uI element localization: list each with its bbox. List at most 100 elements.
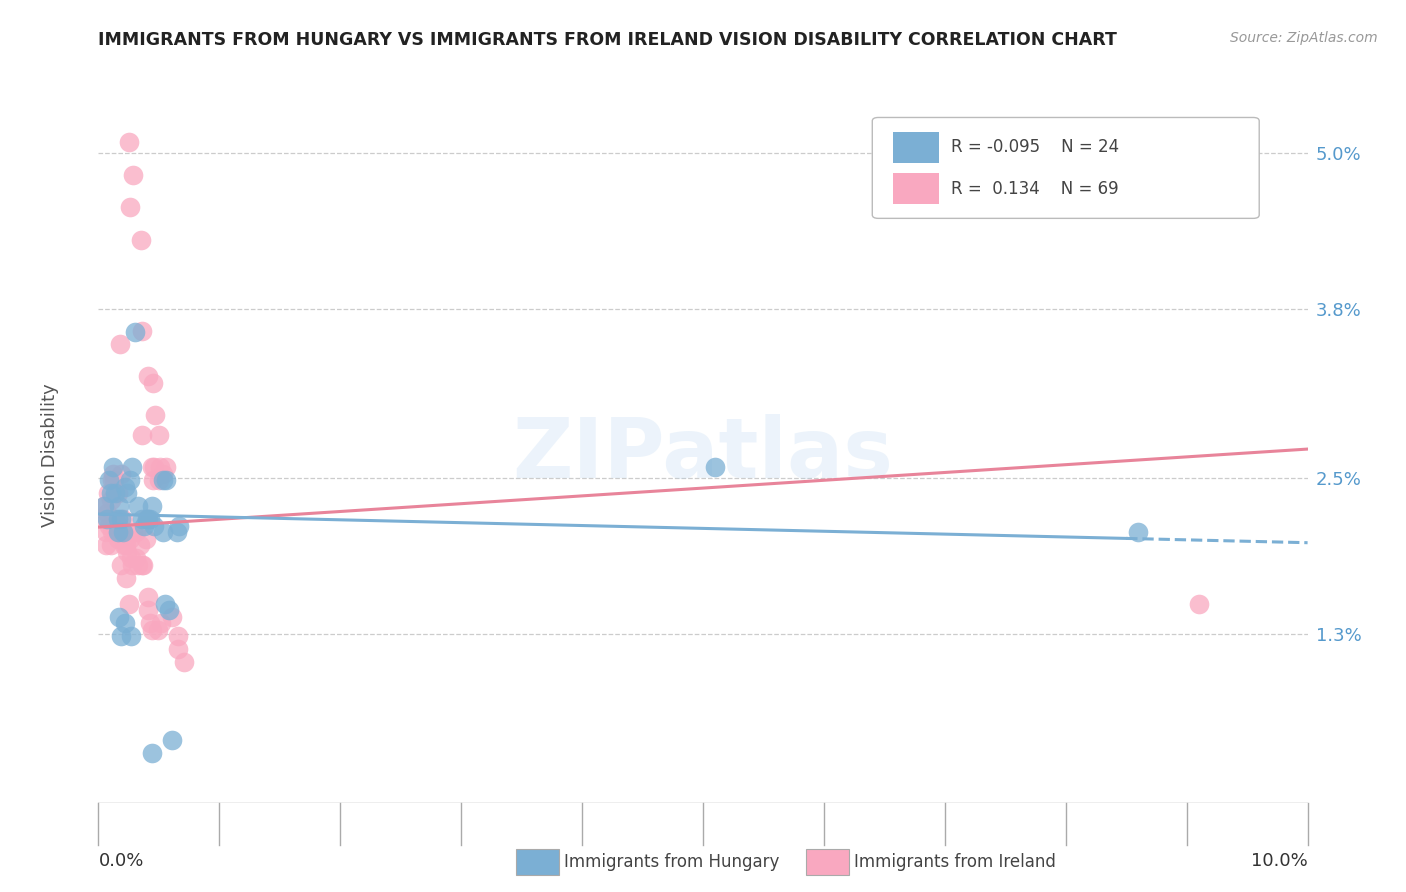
Point xyxy=(101,467,124,481)
Point xyxy=(100,492,122,507)
Point xyxy=(115,538,138,552)
Text: 0.0%: 0.0% xyxy=(98,852,143,870)
Point xyxy=(1188,597,1211,611)
Point xyxy=(94,538,117,552)
Point xyxy=(142,376,165,390)
Point xyxy=(127,500,149,514)
Point xyxy=(118,200,141,214)
Point xyxy=(112,538,135,552)
Point xyxy=(131,512,153,526)
Bar xyxy=(806,848,849,875)
Point xyxy=(107,525,129,540)
Point xyxy=(149,460,172,475)
Point xyxy=(139,512,162,526)
Point xyxy=(114,480,136,494)
FancyBboxPatch shape xyxy=(872,118,1260,219)
Text: Source: ZipAtlas.com: Source: ZipAtlas.com xyxy=(1230,31,1378,45)
Point xyxy=(132,558,155,572)
Point xyxy=(136,512,159,526)
Point xyxy=(96,512,118,526)
Point xyxy=(114,616,136,631)
Point xyxy=(107,512,129,526)
Point xyxy=(152,525,174,540)
Point xyxy=(120,629,142,643)
Point xyxy=(117,486,139,500)
Point xyxy=(96,506,118,520)
Point xyxy=(136,603,159,617)
Point xyxy=(160,733,183,747)
Text: Vision Disability: Vision Disability xyxy=(41,383,59,527)
Point xyxy=(153,597,176,611)
Point xyxy=(157,603,180,617)
Point xyxy=(141,747,163,761)
Bar xyxy=(893,173,939,204)
Point xyxy=(148,427,170,442)
Point xyxy=(100,473,122,487)
Point xyxy=(108,610,131,624)
Point xyxy=(128,538,150,552)
Point xyxy=(136,591,159,605)
Point xyxy=(143,409,166,423)
Point xyxy=(101,460,124,475)
Point xyxy=(122,525,145,540)
Point xyxy=(143,518,166,533)
Point xyxy=(97,486,120,500)
Point xyxy=(141,500,163,514)
Point xyxy=(704,460,727,475)
Point xyxy=(173,656,195,670)
Point xyxy=(169,518,191,533)
Point xyxy=(107,486,129,500)
Point xyxy=(155,460,177,475)
Point xyxy=(141,460,163,475)
Point xyxy=(108,336,131,351)
Point xyxy=(108,518,131,533)
Point xyxy=(121,460,143,475)
Point xyxy=(1128,525,1150,540)
Point xyxy=(100,525,122,540)
Point xyxy=(152,473,174,487)
Point xyxy=(110,629,132,643)
Point xyxy=(115,571,138,585)
Point xyxy=(110,512,132,526)
Text: Immigrants from Ireland: Immigrants from Ireland xyxy=(855,853,1056,871)
Point xyxy=(118,135,141,149)
Point xyxy=(125,551,148,566)
Point xyxy=(104,486,127,500)
Point xyxy=(136,369,159,384)
Bar xyxy=(516,848,560,875)
Point xyxy=(129,233,152,247)
Point xyxy=(131,427,153,442)
Point xyxy=(146,623,169,637)
Point xyxy=(111,525,134,540)
Text: IMMIGRANTS FROM HUNGARY VS IMMIGRANTS FROM IRELAND VISION DISABILITY CORRELATION: IMMIGRANTS FROM HUNGARY VS IMMIGRANTS FR… xyxy=(98,31,1118,49)
Point xyxy=(127,558,149,572)
Point xyxy=(118,597,141,611)
Bar xyxy=(893,132,939,162)
Point xyxy=(118,532,141,546)
Point xyxy=(103,473,125,487)
Point xyxy=(112,525,135,540)
Text: R = -0.095    N = 24: R = -0.095 N = 24 xyxy=(950,138,1119,156)
Point xyxy=(167,642,190,657)
Point xyxy=(135,532,157,546)
Point xyxy=(107,532,129,546)
Point xyxy=(131,324,153,338)
Text: ZIPatlas: ZIPatlas xyxy=(513,415,893,495)
Text: Immigrants from Hungary: Immigrants from Hungary xyxy=(564,853,779,871)
Point xyxy=(100,538,122,552)
Point xyxy=(94,525,117,540)
Point xyxy=(150,616,173,631)
Point xyxy=(93,500,115,514)
Point xyxy=(167,629,190,643)
Text: 10.0%: 10.0% xyxy=(1251,852,1308,870)
Point xyxy=(125,525,148,540)
Point xyxy=(111,512,134,526)
Point xyxy=(141,623,163,637)
Point xyxy=(166,525,188,540)
Point xyxy=(117,545,139,559)
Point xyxy=(118,473,141,487)
Point xyxy=(135,512,157,526)
Point xyxy=(152,467,174,481)
Point xyxy=(155,473,177,487)
Point xyxy=(131,558,153,572)
